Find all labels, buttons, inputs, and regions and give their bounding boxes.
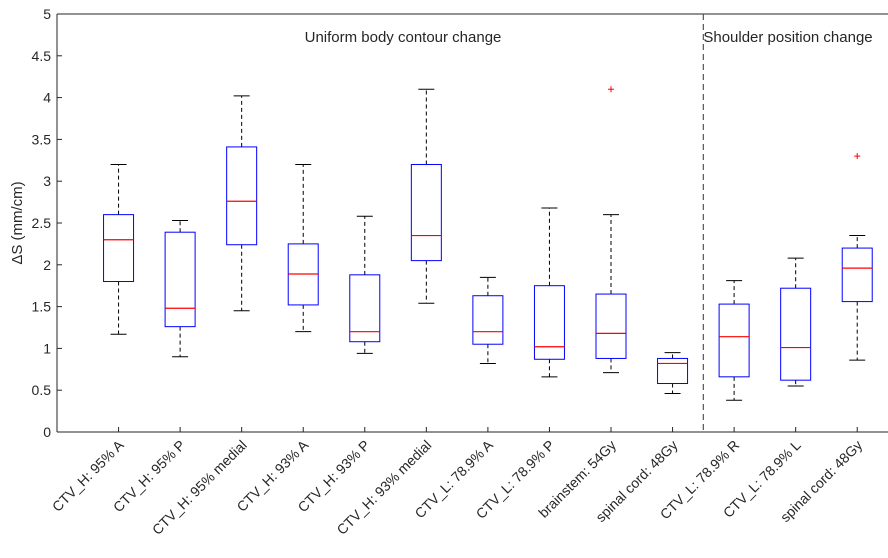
y-tick-label: 1 [43, 340, 51, 356]
box-iqr [657, 357, 689, 385]
box-iqr [410, 163, 442, 262]
y-tick-label: 0 [43, 424, 51, 440]
y-tick-label: 3 [43, 173, 51, 189]
box-iqr [103, 214, 135, 283]
box-iqr [472, 295, 504, 345]
y-tick-label: 4 [43, 90, 51, 106]
box-iqr [164, 231, 196, 328]
box-iqr [595, 293, 627, 359]
y-tick-label: 2 [43, 257, 51, 273]
annotation-uniform-body-contour-change: Uniform body contour change [305, 29, 502, 46]
y-tick-label: 2.5 [32, 215, 52, 231]
y-tick-label: 0.5 [32, 382, 52, 398]
y-tick-label: 5 [43, 6, 51, 22]
box-iqr [533, 285, 565, 360]
box-iqr [780, 287, 812, 381]
box-iqr [841, 247, 873, 303]
annotation-shoulder-position-change: Shoulder position change [703, 29, 872, 46]
box-iqr [718, 303, 750, 378]
y-tick-label: 4.5 [32, 48, 52, 64]
box-iqr [226, 146, 258, 246]
y-tick-label: 3.5 [32, 131, 52, 147]
y-axis-title: ΔS (mm/cm) [9, 181, 26, 264]
y-tick-label: 1.5 [32, 299, 52, 315]
box-iqr [349, 274, 381, 343]
